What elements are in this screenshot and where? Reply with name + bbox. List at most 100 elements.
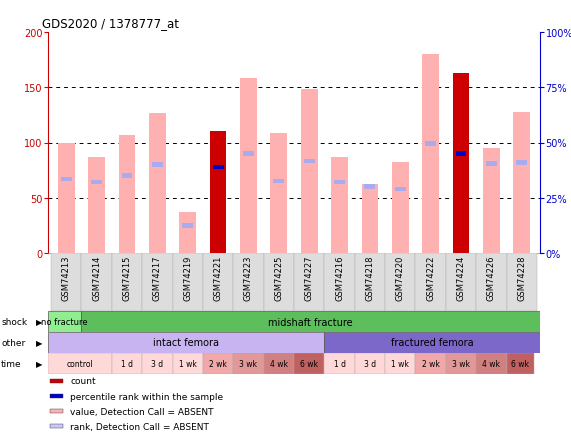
Bar xyxy=(334,181,345,185)
Bar xyxy=(182,224,193,228)
Bar xyxy=(483,149,500,253)
Bar xyxy=(506,253,537,311)
Text: 6 wk: 6 wk xyxy=(300,359,318,368)
Bar xyxy=(234,353,264,374)
Text: count: count xyxy=(70,377,96,385)
Text: no fracture: no fracture xyxy=(41,317,88,326)
Bar xyxy=(119,135,135,253)
Text: ▶: ▶ xyxy=(36,359,43,368)
Bar xyxy=(112,253,142,311)
Text: GSM74215: GSM74215 xyxy=(122,255,131,300)
Bar xyxy=(58,143,75,253)
Text: GSM74217: GSM74217 xyxy=(153,255,162,301)
Bar xyxy=(264,253,294,311)
Bar xyxy=(392,163,409,253)
Text: 4 wk: 4 wk xyxy=(270,359,288,368)
Bar xyxy=(48,332,324,353)
Bar xyxy=(425,142,436,147)
Text: 2 wk: 2 wk xyxy=(209,359,227,368)
Bar xyxy=(364,185,375,190)
Text: ▶: ▶ xyxy=(36,338,43,347)
Bar xyxy=(453,74,469,253)
Text: 3 wk: 3 wk xyxy=(452,359,470,368)
Text: value, Detection Call = ABSENT: value, Detection Call = ABSENT xyxy=(70,407,214,416)
Text: GSM74221: GSM74221 xyxy=(214,255,223,300)
Bar xyxy=(142,353,172,374)
Bar xyxy=(48,353,112,374)
Bar xyxy=(172,353,203,374)
Bar xyxy=(395,187,406,192)
Bar xyxy=(203,353,234,374)
Text: percentile rank within the sample: percentile rank within the sample xyxy=(70,391,223,401)
Text: 1 wk: 1 wk xyxy=(391,359,409,368)
Bar xyxy=(50,409,63,413)
Text: 6 wk: 6 wk xyxy=(511,359,529,368)
Bar xyxy=(212,165,223,170)
Text: 3 d: 3 d xyxy=(364,359,376,368)
Text: rank, Detection Call = ABSENT: rank, Detection Call = ABSENT xyxy=(70,422,209,431)
Bar xyxy=(331,158,348,253)
Bar xyxy=(516,161,527,165)
Text: control: control xyxy=(66,359,93,368)
Bar xyxy=(122,174,132,178)
Bar xyxy=(506,353,534,374)
Text: GDS2020 / 1378777_at: GDS2020 / 1378777_at xyxy=(42,17,179,30)
Bar xyxy=(456,152,467,156)
Text: GSM74227: GSM74227 xyxy=(305,255,313,301)
Text: GSM74214: GSM74214 xyxy=(92,255,101,300)
Text: time: time xyxy=(1,359,22,368)
Bar xyxy=(264,353,294,374)
Text: GSM74219: GSM74219 xyxy=(183,255,192,300)
Bar xyxy=(446,353,476,374)
Bar xyxy=(179,213,196,253)
Bar xyxy=(423,55,439,253)
Bar xyxy=(301,90,317,253)
Text: shock: shock xyxy=(1,317,27,326)
Bar xyxy=(324,332,540,353)
Text: 3 wk: 3 wk xyxy=(239,359,258,368)
Bar xyxy=(355,253,385,311)
Bar xyxy=(271,133,287,253)
Bar xyxy=(304,160,315,164)
Text: GSM74226: GSM74226 xyxy=(487,255,496,301)
Bar xyxy=(361,185,378,253)
Bar xyxy=(89,158,105,253)
Text: GSM74216: GSM74216 xyxy=(335,255,344,301)
Text: other: other xyxy=(1,338,25,347)
Bar xyxy=(50,424,63,428)
Bar xyxy=(355,353,385,374)
Text: midshaft fracture: midshaft fracture xyxy=(268,317,353,327)
Bar xyxy=(112,353,142,374)
Text: 1 d: 1 d xyxy=(333,359,345,368)
Bar xyxy=(385,353,416,374)
Text: GSM74228: GSM74228 xyxy=(517,255,526,301)
Bar xyxy=(294,353,324,374)
Text: GSM74222: GSM74222 xyxy=(426,255,435,300)
Bar xyxy=(240,79,257,253)
Bar xyxy=(385,253,416,311)
Text: 4 wk: 4 wk xyxy=(482,359,500,368)
Bar xyxy=(149,113,166,253)
Bar xyxy=(50,395,63,398)
Bar xyxy=(210,132,227,253)
Bar xyxy=(486,162,497,166)
Bar xyxy=(416,353,446,374)
Bar xyxy=(91,181,102,185)
Bar xyxy=(152,163,163,168)
Bar xyxy=(61,178,71,182)
Text: fractured femora: fractured femora xyxy=(391,338,473,348)
Text: intact femora: intact femora xyxy=(153,338,219,348)
Bar xyxy=(446,253,476,311)
Bar xyxy=(513,112,530,253)
Bar xyxy=(51,253,82,311)
Text: 1 wk: 1 wk xyxy=(179,359,196,368)
Text: GSM74225: GSM74225 xyxy=(274,255,283,300)
Bar xyxy=(294,253,324,311)
Text: ▶: ▶ xyxy=(36,317,43,326)
Bar xyxy=(203,253,234,311)
Bar xyxy=(476,353,506,374)
Bar xyxy=(324,353,355,374)
Text: GSM74213: GSM74213 xyxy=(62,255,71,301)
Bar xyxy=(48,311,82,332)
Text: GSM74220: GSM74220 xyxy=(396,255,405,300)
